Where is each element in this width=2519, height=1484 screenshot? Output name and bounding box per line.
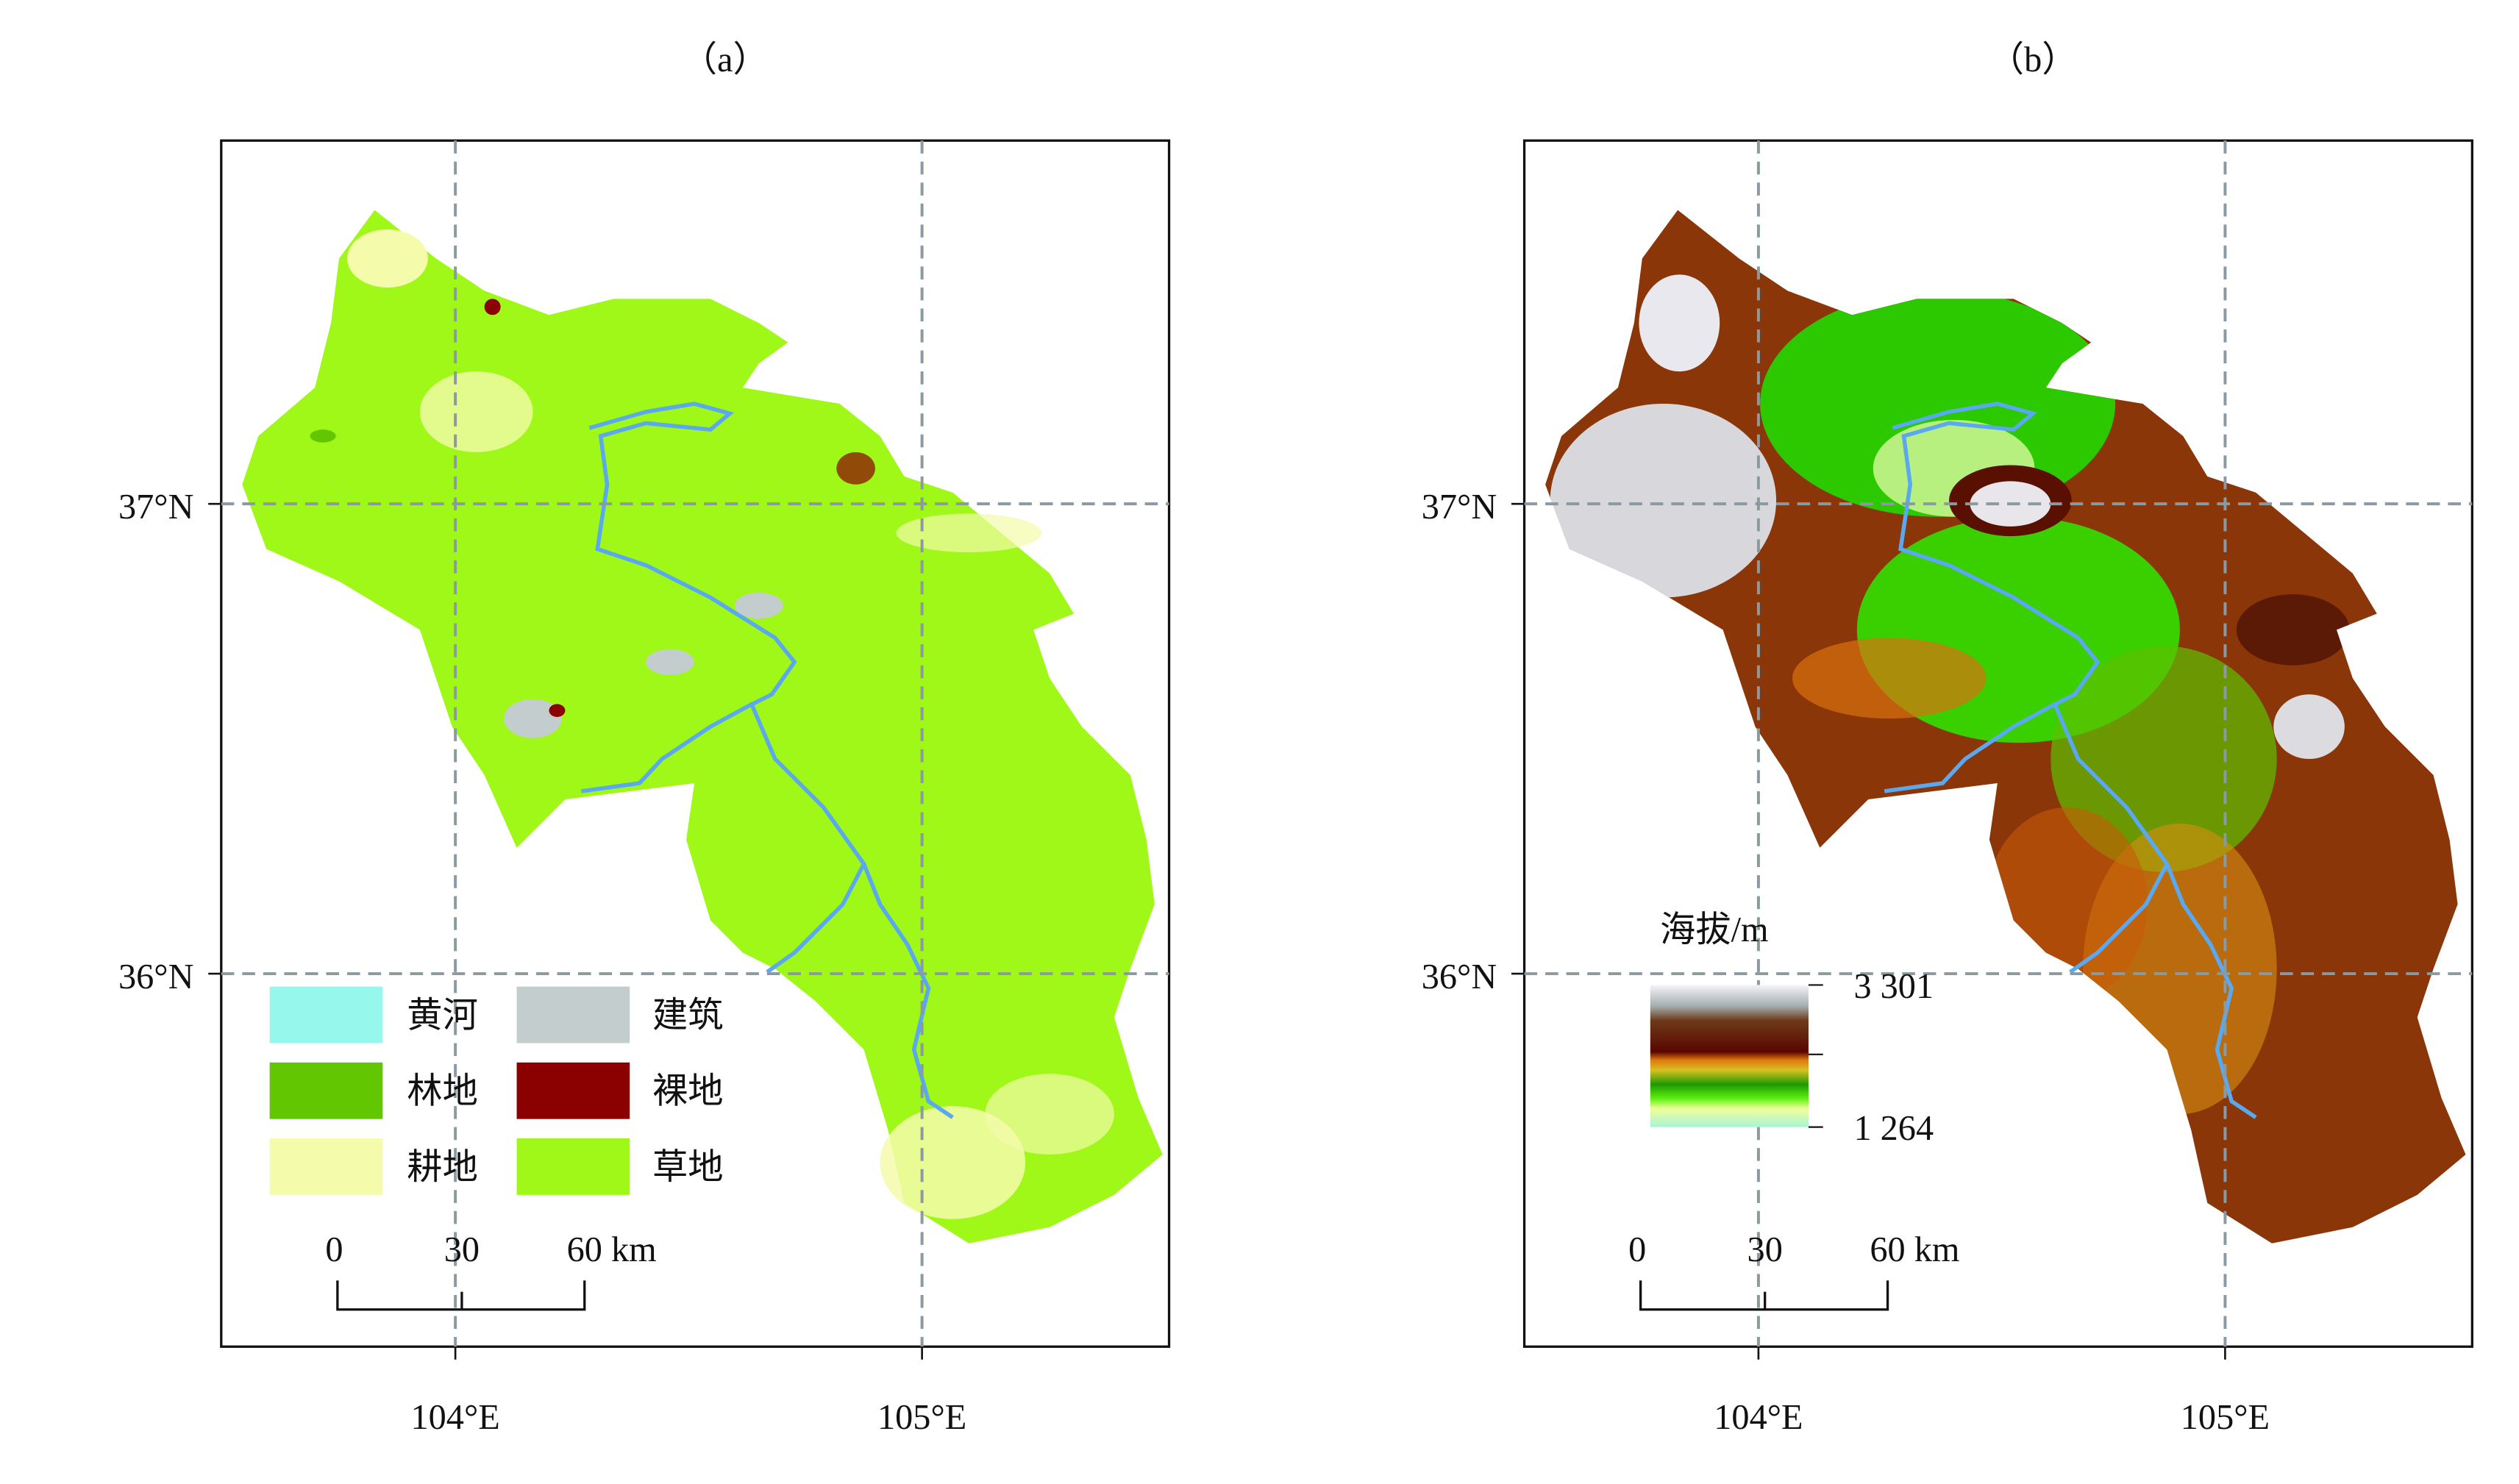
scale-tick-60: 60 km (567, 1230, 657, 1269)
colorbar-title: 海拔/m (1660, 910, 1769, 949)
panel-b-title: （b） (1989, 40, 2078, 79)
lon-label-104e: 104°E (1714, 1398, 1803, 1437)
legend-label-cropland: 耕地 (407, 1148, 478, 1187)
landuse-patches (310, 229, 1114, 1219)
landuse-legend: 黄河 建筑 林地 裸地 耕地 草地 (269, 986, 724, 1195)
scale-bar: 0 30 60 km (325, 1230, 657, 1311)
lat-label-36n: 36°N (118, 957, 194, 996)
legend-swatch-forest (269, 1062, 383, 1119)
colorbar-min-label: 1 264 (1853, 1109, 1934, 1148)
lon-label-105e: 105°E (877, 1398, 966, 1437)
legend-swatch-cropland (269, 1138, 383, 1195)
legend-swatch-grassland (516, 1138, 630, 1195)
scale-tick-30: 30 (1747, 1230, 1783, 1269)
legend-label-river: 黄河 (407, 996, 478, 1035)
scale-bar: 0 30 60 km (1628, 1230, 1959, 1311)
graticule (1524, 140, 2473, 1347)
colorbar-max-label: 3 301 (1853, 967, 1934, 1006)
graticule (221, 140, 1169, 1347)
panel-a-title: （a） (682, 40, 769, 79)
legend-swatch-building (516, 986, 630, 1044)
lon-label-104e: 104°E (411, 1398, 500, 1437)
lat-label-37n: 37°N (118, 488, 194, 527)
legend-label-forest: 林地 (407, 1072, 478, 1111)
lon-label-105e: 105°E (2181, 1398, 2270, 1437)
legend-swatch-river (269, 986, 383, 1044)
scale-tick-30: 30 (444, 1230, 480, 1269)
legend-swatch-bare (516, 1062, 630, 1119)
panel-b-elevation-map: （b） 37°N 36°N 104°E 105°E (1422, 40, 2473, 1437)
scale-tick-60: 60 km (1870, 1230, 1959, 1269)
panel-a-landuse-map: （a） 37°N 36°N 104°E 105°E 黄河 (118, 40, 1171, 1437)
colorbar-gradient (1650, 985, 1809, 1127)
legend-label-bare: 裸地 (652, 1072, 724, 1111)
elevation-colorbar: 海拔/m 3 301 1 264 (1650, 910, 1934, 1148)
scale-tick-0: 0 (1628, 1230, 1646, 1269)
lat-label-36n: 36°N (1422, 957, 1497, 996)
scale-tick-0: 0 (325, 1230, 343, 1269)
lat-label-37n: 37°N (1422, 488, 1497, 527)
legend-label-grassland: 草地 (652, 1148, 724, 1187)
legend-label-building: 建筑 (652, 996, 724, 1035)
